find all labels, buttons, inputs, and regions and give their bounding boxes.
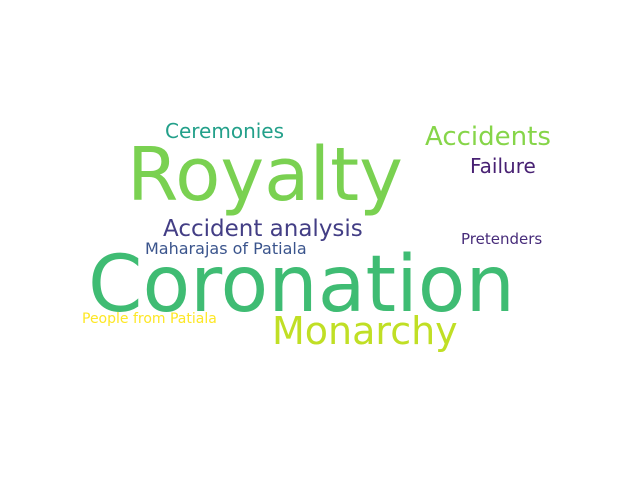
word-maharajas-of-patiala: Maharajas of Patiala [145, 239, 307, 258]
word-failure: Failure [470, 154, 536, 178]
word-accident-analysis: Accident analysis [163, 216, 363, 242]
word-accidents: Accidents [425, 122, 551, 152]
word-pretenders: Pretenders [461, 230, 543, 248]
word-monarchy: Monarchy [272, 309, 458, 353]
word-people-from-patiala: People from Patiala [82, 311, 217, 327]
word-royalty: Royalty [127, 132, 403, 218]
word-ceremonies: Ceremonies [165, 119, 285, 143]
word-coronation: Coronation [88, 240, 515, 330]
